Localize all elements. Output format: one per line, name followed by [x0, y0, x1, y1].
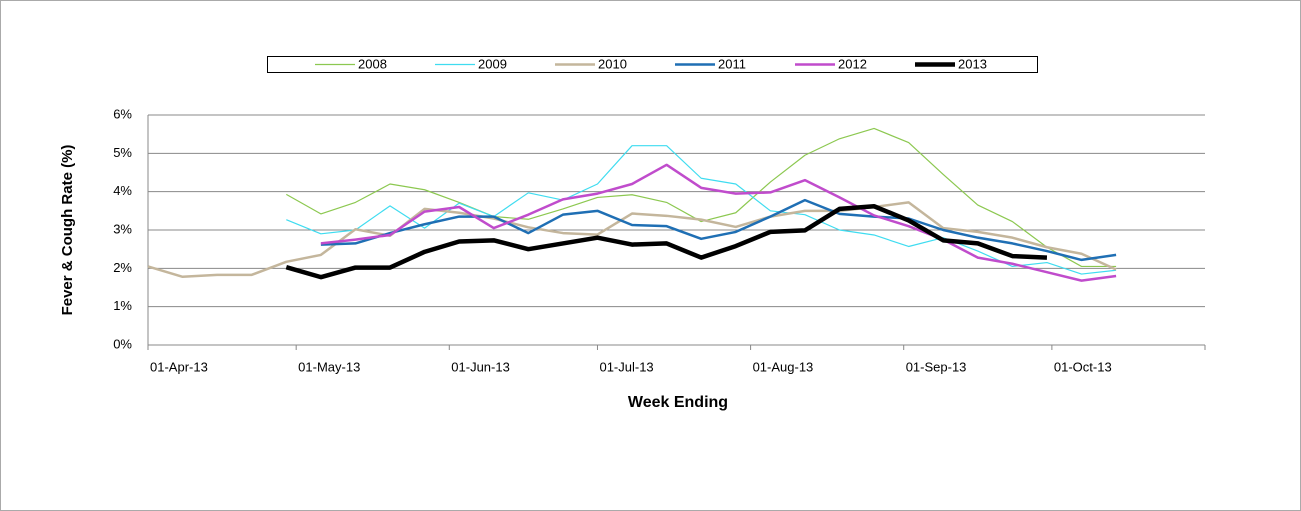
- legend-label: 2008: [358, 56, 387, 71]
- series-line: [286, 127, 1117, 268]
- legend-label: 2012: [838, 56, 867, 71]
- series-line: [320, 198, 1117, 262]
- legend-label: 2010: [598, 56, 627, 71]
- x-tick-label: 01-Oct-13: [1054, 359, 1112, 374]
- legend-box: [267, 56, 1038, 73]
- series-line: [147, 201, 1117, 279]
- y-tick-label: 6%: [113, 106, 132, 121]
- x-tick-label: 01-Apr-13: [150, 359, 208, 374]
- y-tick-label: 1%: [113, 298, 132, 313]
- legend-label: 2013: [958, 56, 987, 71]
- x-tick-label: 01-Sep-13: [906, 359, 967, 374]
- y-tick-label: 0%: [113, 336, 132, 351]
- x-tick-label: 01-May-13: [298, 359, 360, 374]
- x-tick-label: 01-Jul-13: [599, 359, 653, 374]
- x-tick-label: 01-Jun-13: [451, 359, 510, 374]
- y-tick-label: 2%: [113, 260, 132, 275]
- y-tick-label: 3%: [113, 221, 132, 236]
- series-line: [285, 203, 1048, 280]
- series-line: [286, 145, 1117, 275]
- series-line: [320, 163, 1117, 282]
- x-axis-title: Week Ending: [628, 394, 728, 411]
- y-axis-title: Fever & Cough Rate (%): [59, 145, 76, 316]
- legend-label: 2011: [718, 56, 746, 71]
- legend-label: 2009: [478, 56, 507, 71]
- y-tick-label: 4%: [113, 183, 132, 198]
- y-tick-label: 5%: [113, 145, 132, 160]
- x-tick-label: 01-Aug-13: [753, 359, 814, 374]
